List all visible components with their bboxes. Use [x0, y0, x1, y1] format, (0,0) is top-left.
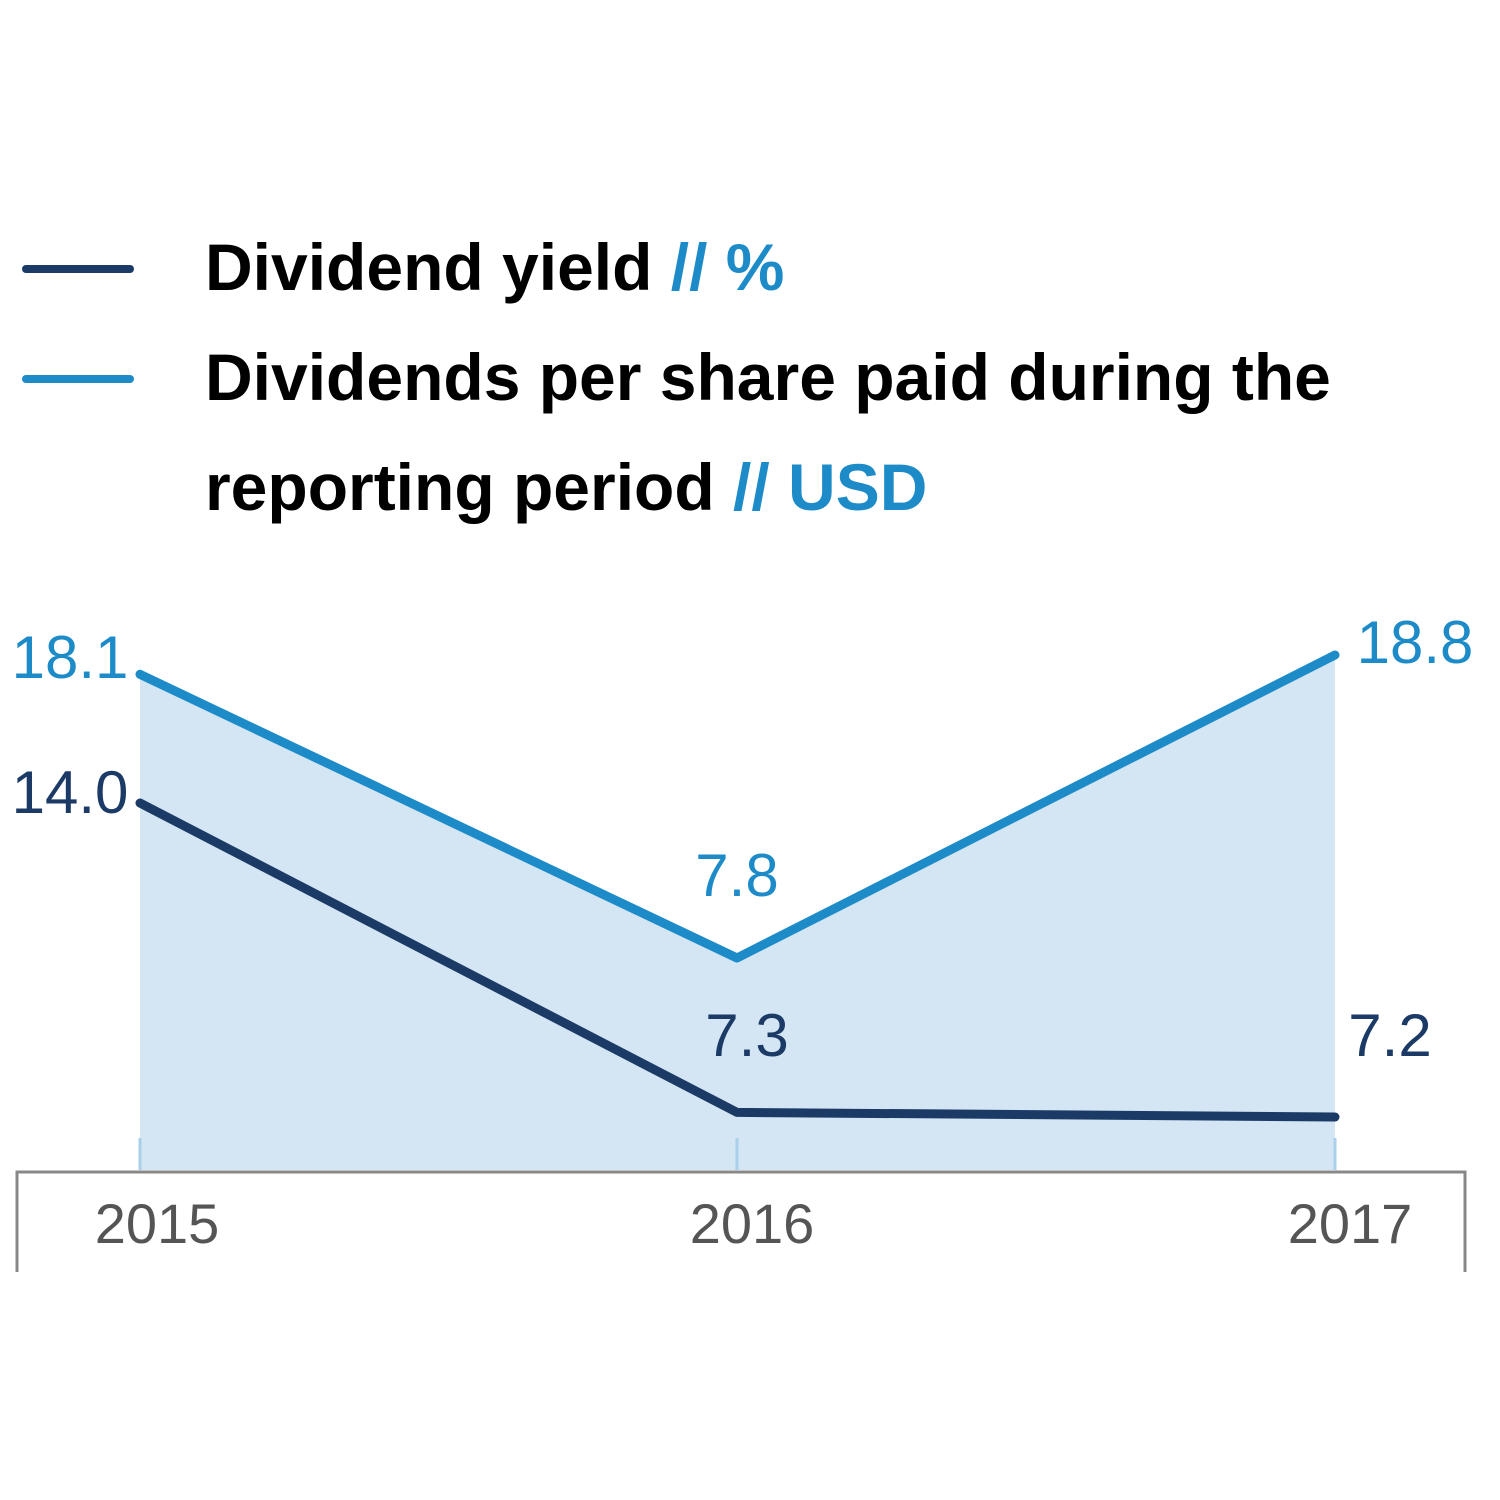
legend-unit: // %: [670, 230, 785, 304]
x-axis: [15, 1170, 1467, 1272]
value-label: 14.0: [12, 759, 129, 826]
x-tick-label: 2015: [95, 1192, 220, 1255]
line: [135, 650, 1340, 963]
legend-label: Dividends per share paid during the repo…: [205, 340, 1331, 524]
value-label: 18.1: [12, 624, 129, 691]
legend: Dividend yield // % Dividends per share p…: [0, 212, 1500, 542]
value-label: 7.2: [1348, 1002, 1431, 1069]
legend-swatch: [22, 375, 134, 383]
value-label: 7.3: [705, 1002, 788, 1069]
legend-label: Dividend yield: [205, 230, 653, 304]
legend-unit: // USD: [733, 450, 928, 524]
legend-item: Dividend yield // %: [0, 212, 1465, 322]
legend-swatch: [22, 265, 134, 273]
x-tick-label: 2016: [690, 1192, 815, 1255]
x-tick-label: 2017: [1288, 1192, 1413, 1255]
legend-item: Dividends per share paid during the repo…: [0, 322, 1465, 542]
line: [135, 798, 1340, 1122]
area: [140, 655, 1335, 1170]
value-label: 18.8: [1357, 609, 1474, 676]
value-label: 7.8: [695, 842, 778, 909]
